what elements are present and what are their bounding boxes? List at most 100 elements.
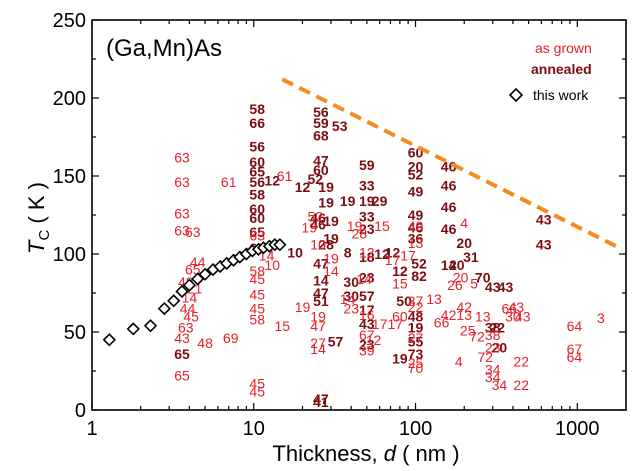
annealed-point-label: 52 [408, 166, 424, 182]
as-grown-point-label: 38 [485, 327, 501, 343]
as-grown-point-label: 45 [249, 383, 265, 399]
annealed-point-label: 12 [374, 246, 390, 262]
as-grown-point-label: 19 [323, 251, 339, 267]
annealed-point-label: 56 [249, 138, 265, 154]
y-tick-label: 150 [53, 166, 86, 188]
as-grown-point-label: 17 [372, 316, 388, 332]
annealed-point-label: 53 [332, 118, 348, 134]
as-grown-point-label: 40 [408, 218, 424, 234]
annealed-point-label: 19 [359, 193, 375, 209]
annealed-point-label: 46 [310, 210, 326, 226]
annealed-point-label: 43 [359, 316, 375, 332]
annealed-point-label: 65 [249, 163, 265, 179]
trend-line [281, 77, 624, 252]
annealed-point-label: 47 [313, 152, 329, 168]
annealed-point-label: 43 [536, 237, 552, 253]
as-grown-point-label: 63 [174, 174, 190, 190]
annealed-point-label: 19 [392, 351, 408, 367]
annealed-point-label: 55 [408, 333, 424, 349]
annealed-point-label: 47 [313, 391, 329, 407]
this-work-marker [175, 284, 189, 299]
annealed-point-label: 56 [249, 174, 265, 190]
annealed-point-label: 57 [328, 333, 344, 349]
annealed-point-label: 43 [498, 279, 514, 295]
as-grown-point-label: 61 [221, 174, 237, 190]
legend-as-grown: as grown [535, 40, 592, 56]
annealed-point-label: 12 [264, 173, 280, 189]
y-tick-label: 50 [64, 322, 86, 344]
as-grown-point-label: 34 [485, 369, 501, 385]
annealed-point-label: 17 [359, 302, 375, 318]
this-work-marker [198, 267, 212, 281]
annealed-point-label: 19 [323, 213, 339, 229]
annealed-point-label: 59 [313, 115, 329, 131]
annealed-point-label: 33 [359, 177, 375, 193]
trend-line-group [281, 77, 624, 252]
as-grown-point-label: 47 [310, 318, 326, 334]
annealed-point-label: 12 [295, 179, 311, 195]
this-work-marker [126, 322, 140, 336]
annealed-point-label: 8 [344, 244, 352, 260]
y-tick-label: 250 [53, 10, 86, 32]
annealed-point-label: 46 [408, 220, 424, 236]
as-grown-point-label: 26 [447, 277, 463, 293]
this-work-marker [102, 333, 116, 347]
annealed-point-label: 51 [313, 293, 329, 309]
as-grown-point-label: 13 [408, 235, 424, 251]
as-grown-point-label: 42 [441, 307, 457, 323]
as-grown-point-label: 12 [366, 332, 382, 348]
annealed-point-label: 10 [287, 244, 303, 260]
annealed-point-label: 38 [485, 319, 501, 335]
y-tick-label: 200 [53, 88, 86, 110]
annealed-point-label: 14 [441, 257, 457, 273]
annealed-series: 6558665660655658606065661210125256596847… [174, 101, 551, 410]
annealed-point-label: 23 [359, 269, 375, 285]
annealed-point-label: 46 [441, 177, 457, 193]
annealed-point-label: 49 [408, 184, 424, 200]
as-grown-point-label: 52 [308, 209, 324, 225]
as-grown-point-label: 69 [223, 330, 239, 346]
annealed-point-label: 49 [408, 207, 424, 223]
as-grown-point-label: 12 [359, 244, 375, 260]
y-tick-label: 100 [53, 244, 86, 266]
as-grown-point-label: 17 [400, 248, 416, 264]
as-grown-point-label: 20 [453, 269, 469, 285]
this-work-marker [182, 278, 197, 292]
annealed-point-label: 23 [359, 337, 375, 353]
as-grown-point-label: 63 [174, 149, 190, 165]
annealed-point-label: 20 [492, 340, 508, 356]
annealed-point-label: 19 [408, 319, 424, 335]
legend: as grown annealed this work [508, 40, 592, 103]
annealed-point-label: 65 [249, 224, 265, 240]
as-grown-point-label: 64 [567, 349, 583, 365]
annealed-point-label: 73 [408, 346, 424, 362]
as-grown-point-label: 60 [392, 308, 408, 324]
annealed-point-label: 14 [313, 273, 329, 289]
as-grown-point-label: 43 [515, 308, 531, 324]
as-grown-point-label: 27 [310, 335, 326, 351]
this-work-marker [143, 319, 158, 333]
as-grown-point-label: 45 [249, 376, 265, 392]
as-grown-point-label: 22 [513, 377, 529, 393]
annealed-point-label: 20 [456, 235, 472, 251]
as-grown-point-label: 43 [509, 299, 525, 315]
x-tick-label: 100 [399, 418, 432, 440]
this-work-marker [167, 294, 181, 308]
as-grown-point-label: 63 [185, 224, 201, 240]
as-grown-point-label: 45 [183, 308, 199, 324]
as-grown-point-label: 4 [455, 354, 463, 370]
as-grown-point-label: 63 [174, 205, 190, 221]
annealed-point-label: 31 [463, 249, 479, 265]
this-work-marker [273, 238, 287, 252]
x-axis-title: Thickness, d ( nm ) [272, 441, 459, 466]
annealed-point-label: 43 [485, 279, 501, 295]
annealed-point-label: 19 [323, 230, 339, 246]
as-grown-point-label: 58 [249, 312, 265, 328]
as-grown-point-label: 13 [456, 307, 472, 323]
as-grown-point-label: 48 [197, 335, 213, 351]
annealed-point-label: 56 [313, 104, 329, 120]
annealed-point-label: 30 [343, 288, 359, 304]
y-axis-title: TC ( K ) [24, 182, 53, 254]
annealed-point-label: 20 [449, 257, 465, 273]
